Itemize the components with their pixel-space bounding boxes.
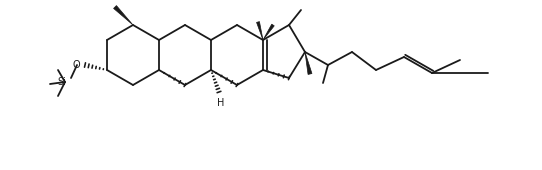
- Polygon shape: [256, 22, 263, 40]
- Polygon shape: [305, 52, 312, 74]
- Text: H: H: [217, 98, 225, 108]
- Text: Si: Si: [57, 77, 66, 87]
- Polygon shape: [263, 24, 274, 40]
- Polygon shape: [114, 6, 133, 25]
- Text: O: O: [73, 60, 80, 70]
